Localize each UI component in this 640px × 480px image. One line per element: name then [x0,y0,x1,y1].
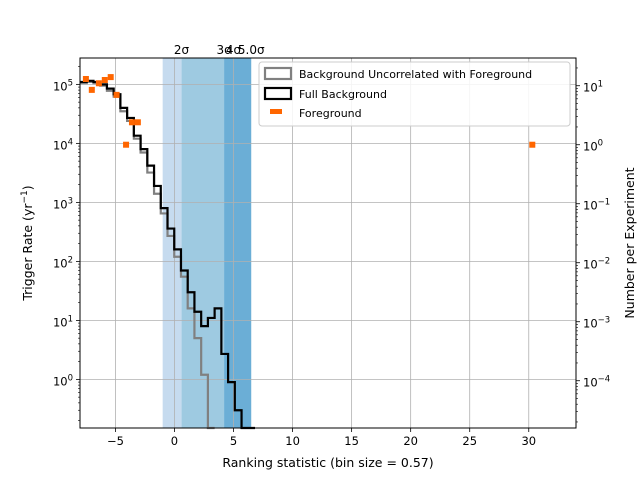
y-tick-label-3: 103 [53,196,73,211]
sigma-label-0: 2σ [174,43,190,57]
x-tick-label-3: 10 [285,434,300,448]
sigma-label-2: 4σ [226,43,242,57]
sigma-band-0 [162,58,182,428]
y-tick-label-2: 102 [53,255,73,270]
legend-swatch-full-background [263,86,293,101]
legend-label-uncorrelated: Background Uncorrelated with Foreground [299,68,532,81]
full-background-step-line [80,79,256,430]
sigma-label-3: 5.0σ [238,43,265,57]
y2-tick-label-2: 10−2 [583,257,610,272]
y2-axis-label: Number per Experiment [622,167,637,318]
legend-box [258,61,571,127]
foreground-point-1 [88,86,95,93]
x-tick-label-5: 20 [403,434,418,448]
y-tick-label-5: 105 [53,78,73,93]
y2-tick-label-1: 10−3 [583,316,610,331]
x-tick-label-4: 15 [344,434,359,448]
x-tick-label-6: 25 [462,434,477,448]
y2-tick-label-5: 101 [583,80,603,95]
legend: Background Uncorrelated with Foreground … [258,61,571,127]
y-tick-label-1: 101 [53,314,73,329]
legend-label-full-background: Full Background [299,88,387,101]
legend-marker-foreground [270,109,282,114]
sigma-bands [162,58,252,428]
plot-frame [79,57,577,429]
foreground-point-9 [529,141,536,148]
y-axis-label-sup: −1 [20,190,30,203]
legend-swatch-uncorrelated [263,66,293,81]
foreground-point-2 [95,80,102,87]
foreground-point-3 [101,77,108,84]
x-tick-label-0: −5 [107,434,124,448]
sigma-label-1: 3σ [216,43,232,57]
foreground-point-4 [107,74,114,81]
x-tick-label-1: 0 [171,434,178,448]
foreground-series [82,74,536,148]
y-axis-label-close: ) [20,185,35,190]
x-tick-label-7: 30 [521,434,536,448]
full-background-series [80,79,256,430]
x-axis-label: Ranking statistic (bin size = 0.57) [222,455,433,470]
foreground-point-5 [113,91,120,98]
sigma-band-2 [224,58,234,428]
foreground-point-0 [82,75,89,82]
y-tick-label-4: 104 [53,137,73,152]
foreground-point-8 [134,119,141,126]
axis-ticks: −5 0 5 10 15 20 25 30 100 101 102 103 104 105 10−4 10−3… [53,66,610,448]
y2-tick-label-4: 100 [583,139,603,154]
y2-tick-label-3: 10−1 [583,198,610,213]
y2-tick-label-0: 10−4 [583,375,610,390]
legend-label-foreground: Foreground [299,107,362,120]
grid-lines [80,58,576,428]
sigma-band-1 [181,58,225,428]
foreground-point-6 [123,141,130,148]
y-axis-label-main: Trigger Rate (yr [20,203,35,302]
axes-frame [79,57,577,429]
x-tick-label-2: 5 [230,434,237,448]
y-axis-label: Trigger Rate (yr−1) [20,185,35,301]
sigma-band-3 [233,58,252,428]
y-tick-label-0: 100 [53,373,73,388]
foreground-point-7 [128,119,135,126]
